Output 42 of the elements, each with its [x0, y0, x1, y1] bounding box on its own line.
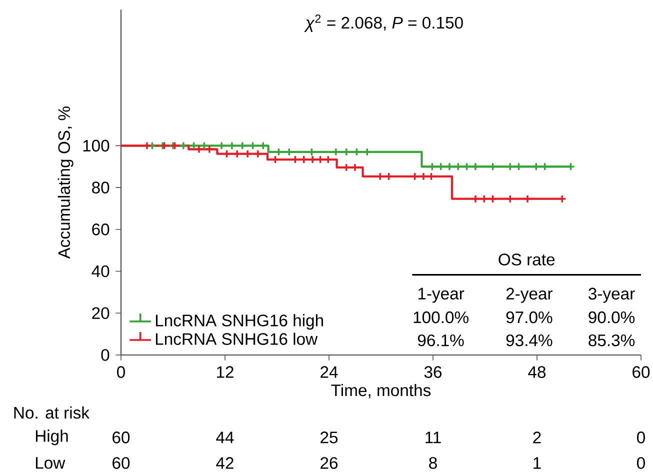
x-tick-label: 60 — [632, 366, 650, 378]
x-axis-title: Time, months — [331, 384, 431, 398]
annotation: 100.0% — [414, 311, 468, 324]
y-tick-label: 100 — [83, 140, 110, 152]
text: 0 — [637, 432, 645, 444]
text: 26 — [320, 457, 338, 469]
annotation: 90.0% — [588, 311, 635, 324]
text: 2 — [533, 432, 541, 444]
text: 60 — [112, 457, 130, 469]
annotation: 96.1% — [418, 334, 464, 346]
x-tick-label: 24 — [320, 366, 338, 378]
y-tick-label: 40 — [92, 265, 110, 278]
annotation: χ$^{2}$ = 2.068, P = 0.150 — [304, 14, 463, 32]
annotation: 97.0% — [506, 311, 552, 324]
x-tick-label: 36 — [424, 366, 442, 378]
text: 44 — [216, 432, 234, 444]
text: 25 — [320, 432, 338, 444]
annotation: 93.4% — [506, 334, 552, 346]
legend-label: LncRNA SNHG16 low — [156, 332, 318, 345]
text: 8 — [429, 457, 437, 469]
y-axis-title: Accumulating OS, % — [58, 106, 74, 259]
text: High — [36, 430, 68, 446]
annotation: 85.3% — [588, 334, 635, 346]
text: 1 — [534, 457, 541, 469]
x-tick-label: 0 — [117, 366, 125, 378]
text: No. at risk — [14, 406, 90, 419]
x-tick-label: 12 — [217, 366, 234, 378]
x-tick-label: 48 — [528, 366, 546, 378]
y-tick-label: 20 — [92, 307, 110, 320]
text: Low — [36, 457, 66, 469]
text: 42 — [216, 457, 234, 469]
text: 11 — [426, 432, 441, 444]
annotation: 2-year — [506, 288, 553, 303]
text: 60 — [112, 432, 130, 444]
y-tick-label: 80 — [92, 182, 110, 194]
annotation: OS rate — [498, 254, 555, 266]
y-tick-label: 0 — [101, 349, 110, 361]
annotation: 1-year — [418, 288, 464, 303]
legend-label: LncRNA SNHG16 high — [156, 314, 323, 330]
text: 0 — [637, 457, 645, 469]
annotation: 3-year — [588, 288, 635, 303]
y-tick-label: 60 — [92, 224, 110, 236]
